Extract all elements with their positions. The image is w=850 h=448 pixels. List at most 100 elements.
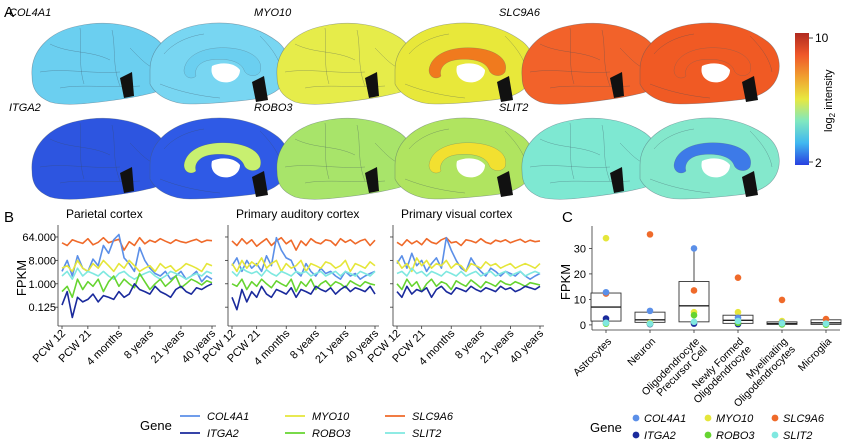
brain-stem	[610, 72, 624, 98]
brain-medial-view	[394, 22, 535, 105]
point-slit2	[778, 320, 786, 327]
facet-title: Parietal cortex	[66, 207, 143, 221]
series-line-myo10	[231, 257, 376, 273]
panel-label-a: A	[4, 4, 14, 21]
line-chart-y-label: FPKM	[14, 260, 29, 296]
brain-ventricle	[701, 63, 730, 83]
series-line-itga2	[61, 282, 213, 319]
brain-stem	[365, 72, 379, 98]
y-tick-label: 30	[574, 243, 586, 255]
brain-lateral-view	[276, 22, 416, 105]
colorbar-gradient	[795, 33, 809, 165]
series-line-slc9a6	[61, 236, 213, 251]
series-line-robo3	[61, 272, 213, 299]
legend-swatch	[704, 414, 712, 422]
brain-sulcus	[408, 33, 450, 55]
brain-stem	[120, 72, 134, 98]
brain-sulcus	[529, 165, 611, 168]
y-tick-label: 20	[574, 269, 586, 281]
legend-label: ROBO3	[312, 428, 351, 440]
brain-sulcus	[749, 130, 773, 168]
brain-callosal-region	[428, 47, 507, 79]
point-col4a1	[602, 288, 610, 296]
series-line-myo10	[396, 257, 541, 273]
legend-label: ITGA2	[644, 430, 676, 442]
brain-medial-view	[149, 117, 290, 200]
brain-sulcus	[404, 83, 466, 99]
brain-lateral-surface	[276, 117, 416, 200]
brain-sulcus	[294, 138, 356, 156]
series-line-robo3	[396, 278, 541, 293]
series-line-itga2	[231, 285, 376, 311]
brain-sulcus	[79, 122, 85, 180]
colorbar: 10 2 log2 intensity	[795, 31, 837, 170]
brain-stem	[252, 76, 268, 102]
legend-label: SLC9A6	[412, 411, 454, 423]
legend-swatch	[771, 431, 779, 439]
legend-label: SLIT2	[783, 430, 812, 442]
brain-medial-surface	[149, 22, 290, 105]
brain-medial-surface	[149, 117, 290, 200]
panel-label-c: C	[562, 209, 573, 226]
brain-medial-surface	[394, 22, 535, 105]
brain-callosal-region	[673, 47, 752, 79]
category-label: Microglia	[796, 336, 834, 374]
brain-sulcus	[539, 43, 601, 61]
brain-sulcus	[649, 83, 711, 99]
brain-pair: MYO10	[254, 7, 535, 105]
brain-sulcus	[653, 128, 695, 150]
legend-line: Gene COL4A1 MYO10 SLC9A6 ITGA2 ROBO3 SLIT2	[140, 411, 454, 440]
legend-label: MYO10	[312, 411, 350, 423]
brain-sulcus	[569, 27, 575, 85]
brain-pair: COL4A1	[9, 7, 290, 105]
brain-lateral-surface	[521, 22, 661, 105]
brain-sulcus	[49, 43, 111, 61]
brain-sulcus	[324, 122, 330, 180]
point-slc9a6	[646, 231, 654, 238]
category-label: Neuron	[625, 336, 658, 369]
panel-label-b: B	[4, 209, 14, 226]
legend-swatch	[704, 431, 712, 439]
legend-label: ROBO3	[716, 430, 755, 442]
brain-lateral-surface	[31, 117, 171, 200]
point-robo3	[690, 311, 698, 319]
series-line-slc9a6	[231, 236, 376, 251]
brain-sulcus	[539, 138, 601, 156]
point-col4a1	[646, 307, 654, 315]
box: Microglia	[796, 319, 842, 374]
legend-label: SLC9A6	[783, 413, 825, 425]
brain-pair: SLIT2	[499, 102, 780, 200]
brain-gene-label: ITGA2	[9, 102, 41, 114]
brain-stem	[497, 171, 513, 197]
brain-lateral-view	[31, 22, 171, 105]
brain-lateral-surface	[31, 22, 171, 105]
brain-sulcus	[601, 124, 611, 182]
brain-callosal-region	[428, 142, 507, 174]
point-slit2	[646, 320, 654, 327]
brain-stem	[610, 167, 624, 193]
legend-swatch	[771, 414, 779, 422]
legend-swatch	[632, 431, 640, 439]
category-label-line: Microglia	[796, 336, 834, 374]
brain-stem	[365, 167, 379, 193]
brain-sulcus	[294, 43, 356, 61]
brain-sulcus	[749, 35, 773, 73]
brain-sulcus	[356, 124, 366, 182]
series-line-col4a1	[396, 236, 541, 281]
box-plot-y-label: FPKM	[558, 264, 573, 300]
point-myo10	[602, 234, 610, 242]
point-slit2	[734, 317, 742, 325]
legend-label: COL4A1	[644, 413, 686, 425]
brain-stem	[252, 171, 268, 197]
legend-title: Gene	[140, 418, 172, 433]
brain-lateral-view	[521, 117, 661, 200]
legend-label: MYO10	[716, 413, 754, 425]
series-line-slit2	[61, 267, 213, 281]
brain-stem	[742, 76, 758, 102]
brain-stem	[742, 171, 758, 197]
brain-pair: ITGA2	[9, 102, 290, 200]
